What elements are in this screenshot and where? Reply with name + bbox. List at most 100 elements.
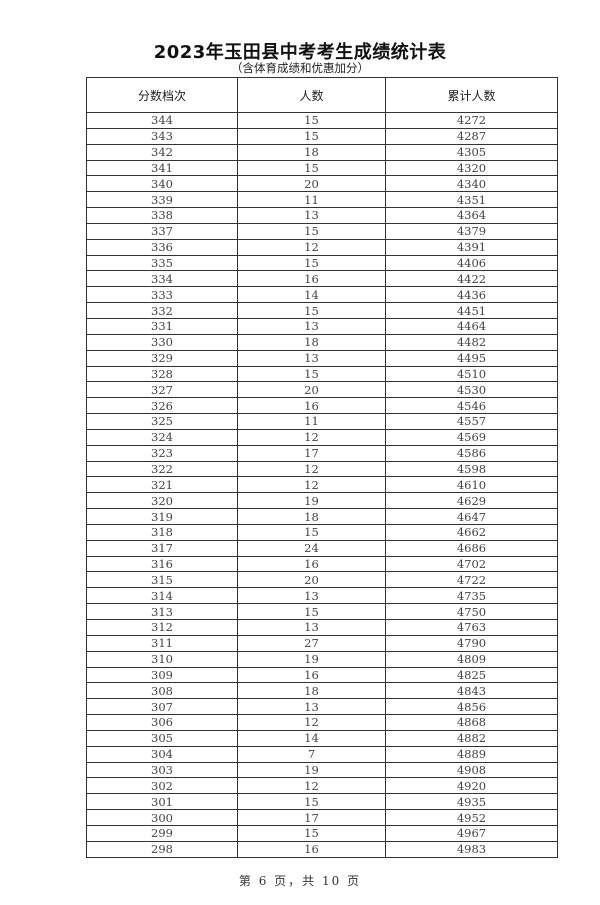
cell-score-level: 335 <box>86 254 238 272</box>
cell-count: 19 <box>237 492 386 510</box>
table-row: 307 13 4856 <box>86 698 558 716</box>
cell-count: 16 <box>237 840 386 858</box>
table-row: 324 12 4569 <box>86 428 558 446</box>
table-row: 335 15 4406 <box>86 254 558 272</box>
table-row: 304 7 4889 <box>86 745 558 763</box>
cell-score-level: 315 <box>86 571 238 589</box>
cell-cumulative-count: 4351 <box>385 191 558 209</box>
table-row: 321 12 4610 <box>86 476 558 494</box>
table-row: 306 12 4868 <box>86 714 558 731</box>
cell-count: 15 <box>237 523 386 541</box>
table-row: 315 20 4722 <box>86 571 558 589</box>
table-row: 333 14 4436 <box>86 286 558 304</box>
table-row: 311 27 4790 <box>86 634 558 652</box>
cell-cumulative-count: 4379 <box>385 222 558 240</box>
cell-score-level: 303 <box>86 761 238 779</box>
cell-count: 14 <box>237 729 386 747</box>
cell-count: 15 <box>237 112 386 129</box>
cell-cumulative-count: 4391 <box>385 238 558 256</box>
cell-score-level: 327 <box>86 381 238 399</box>
cell-score-level: 324 <box>86 428 238 446</box>
cell-count: 27 <box>237 634 386 652</box>
cell-count: 11 <box>237 413 386 430</box>
cell-cumulative-count: 4889 <box>385 745 558 763</box>
cell-score-level: 339 <box>86 191 238 209</box>
page-number: 第 6 页，共 10 页 <box>238 874 362 888</box>
cell-score-level: 309 <box>86 666 238 684</box>
cell-count: 11 <box>237 191 386 209</box>
table-row: 329 13 4495 <box>86 349 558 367</box>
cell-score-level: 332 <box>86 302 238 319</box>
cell-count: 16 <box>237 270 386 288</box>
cell-count: 24 <box>237 539 386 557</box>
table-row: 322 12 4598 <box>86 460 558 478</box>
table-row: 319 18 4647 <box>86 508 558 525</box>
table-row: 326 16 4546 <box>86 397 558 415</box>
table-row: 309 16 4825 <box>86 666 558 684</box>
cell-score-level: 338 <box>86 207 238 224</box>
cell-score-level: 313 <box>86 603 238 620</box>
cell-cumulative-count: 4662 <box>385 523 558 541</box>
table-row: 298 16 4983 <box>86 840 558 858</box>
cell-count: 13 <box>237 619 386 636</box>
cell-score-level: 304 <box>86 745 238 763</box>
cell-cumulative-count: 4790 <box>385 634 558 652</box>
cell-count: 12 <box>237 777 386 795</box>
cell-count: 20 <box>237 175 386 193</box>
cell-count: 18 <box>237 333 386 351</box>
cell-count: 12 <box>237 238 386 256</box>
cell-count: 12 <box>237 476 386 494</box>
table-row: 318 15 4662 <box>86 523 558 541</box>
cell-count: 15 <box>237 302 386 319</box>
cell-cumulative-count: 4809 <box>385 650 558 668</box>
table-row: 312 13 4763 <box>86 619 558 636</box>
page-subtitle: （含体育成绩和优惠加分） <box>231 61 369 75</box>
cell-cumulative-count: 4510 <box>385 365 558 383</box>
cell-count: 13 <box>237 587 386 605</box>
table-row: 338 13 4364 <box>86 207 558 224</box>
table-row: 344 15 4272 <box>86 112 558 129</box>
table-row: 334 16 4422 <box>86 270 558 288</box>
table-row: 327 20 4530 <box>86 381 558 399</box>
cell-cumulative-count: 4825 <box>385 666 558 684</box>
cell-cumulative-count: 4305 <box>385 143 558 161</box>
cell-score-level: 299 <box>86 824 238 842</box>
table-row: 336 12 4391 <box>86 238 558 256</box>
cell-score-level: 300 <box>86 809 238 826</box>
cell-cumulative-count: 4320 <box>385 159 558 177</box>
cell-cumulative-count: 4530 <box>385 381 558 399</box>
cell-score-level: 322 <box>86 460 238 478</box>
score-statistics-table: 分数档次 人数 累计人数 344 15 4272 343 15 4287 342 18 4305… <box>86 77 558 858</box>
cell-score-level: 337 <box>86 222 238 240</box>
cell-score-level: 301 <box>86 793 238 811</box>
table-row: 331 13 4464 <box>86 317 558 335</box>
cell-score-level: 340 <box>86 175 238 193</box>
cell-cumulative-count: 4422 <box>385 270 558 288</box>
cell-cumulative-count: 4406 <box>385 254 558 272</box>
cell-count: 15 <box>237 603 386 620</box>
table-row: 303 19 4908 <box>86 761 558 779</box>
table-header-row: 分数档次 人数 累计人数 <box>86 77 558 113</box>
cell-cumulative-count: 4629 <box>385 492 558 510</box>
table-row: 300 17 4952 <box>86 809 558 826</box>
cell-cumulative-count: 4598 <box>385 460 558 478</box>
cell-count: 16 <box>237 397 386 415</box>
cell-count: 13 <box>237 317 386 335</box>
cell-cumulative-count: 4722 <box>385 571 558 589</box>
cell-count: 18 <box>237 143 386 161</box>
cell-cumulative-count: 4436 <box>385 286 558 304</box>
table-row: 301 15 4935 <box>86 793 558 811</box>
cell-count: 13 <box>237 207 386 224</box>
cell-score-level: 330 <box>86 333 238 351</box>
cell-score-level: 343 <box>86 127 238 145</box>
cell-score-level: 326 <box>86 397 238 415</box>
cell-score-level: 311 <box>86 634 238 652</box>
cell-count: 15 <box>237 254 386 272</box>
cell-score-level: 306 <box>86 714 238 731</box>
cell-score-level: 341 <box>86 159 238 177</box>
cell-count: 12 <box>237 714 386 731</box>
cell-cumulative-count: 4495 <box>385 349 558 367</box>
cell-score-level: 331 <box>86 317 238 335</box>
table-row: 332 15 4451 <box>86 302 558 319</box>
cell-count: 20 <box>237 381 386 399</box>
